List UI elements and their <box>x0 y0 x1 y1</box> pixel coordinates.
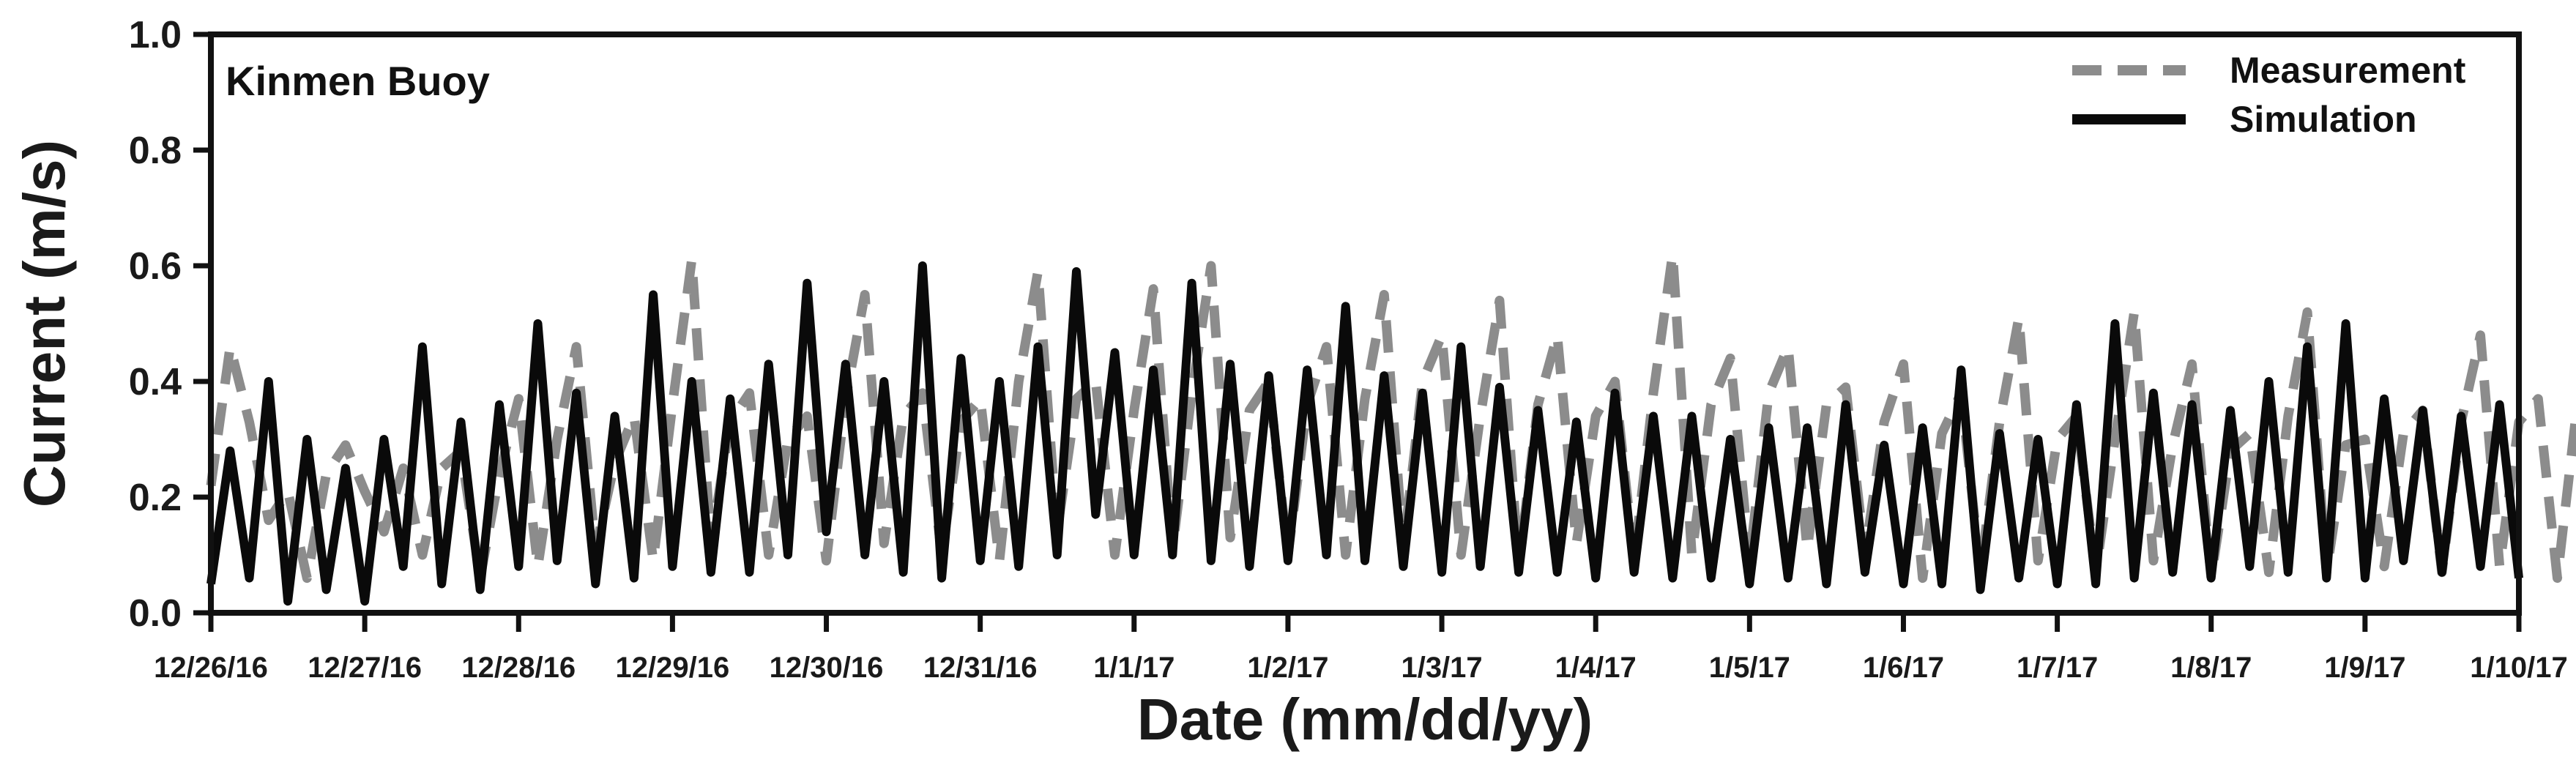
x-tick-label: 1/7/17 <box>2017 652 2098 684</box>
x-tick-label: 12/31/16 <box>923 652 1038 684</box>
buoy-annotation: Kinmen Buoy <box>226 58 490 104</box>
x-tick-label: 1/5/17 <box>1709 652 1790 684</box>
series-layer <box>206 249 2576 606</box>
y-axis-title: Current (m/s) <box>12 140 77 507</box>
x-tick-label: 12/28/16 <box>461 652 576 684</box>
y-tick-label: 0.6 <box>129 245 182 288</box>
legend-label-measurement: Measurement <box>2230 50 2466 91</box>
x-axis-title: Date (mm/dd/yy) <box>1137 687 1593 752</box>
x-tick-label: 1/8/17 <box>2170 652 2252 684</box>
y-tick-label: 0.0 <box>129 592 182 635</box>
x-tick-label: 12/26/16 <box>154 652 268 684</box>
x-tick-label: 1/1/17 <box>1093 652 1175 684</box>
x-tick-label: 1/4/17 <box>1555 652 1637 684</box>
axes-layer: 0.0 0.2 0.4 0.6 0.8 1.0 12/26/16 12/27/16 12/28/… <box>129 14 2568 684</box>
legend-label-simulation: Simulation <box>2230 99 2417 140</box>
x-tick-label: 12/30/16 <box>770 652 884 684</box>
x-tick-label: 1/6/17 <box>1863 652 1944 684</box>
x-tick-label: 1/3/17 <box>1401 652 1482 684</box>
plot-frame <box>208 31 2522 616</box>
x-tick-label: 1/9/17 <box>2324 652 2405 684</box>
x-tick-label: 1/10/17 <box>2470 652 2567 684</box>
y-tick-label: 0.2 <box>129 477 182 519</box>
x-tick-label: 12/27/16 <box>308 652 422 684</box>
legend: Measurement Simulation <box>2072 50 2466 140</box>
y-tick-label: 1.0 <box>129 14 182 56</box>
x-tick-label: 12/29/16 <box>616 652 730 684</box>
y-tick-label: 0.8 <box>129 130 182 172</box>
series-line-simulation <box>206 261 2523 606</box>
y-tick-label: 0.4 <box>129 361 182 403</box>
x-tick-label: 1/2/17 <box>1247 652 1328 684</box>
